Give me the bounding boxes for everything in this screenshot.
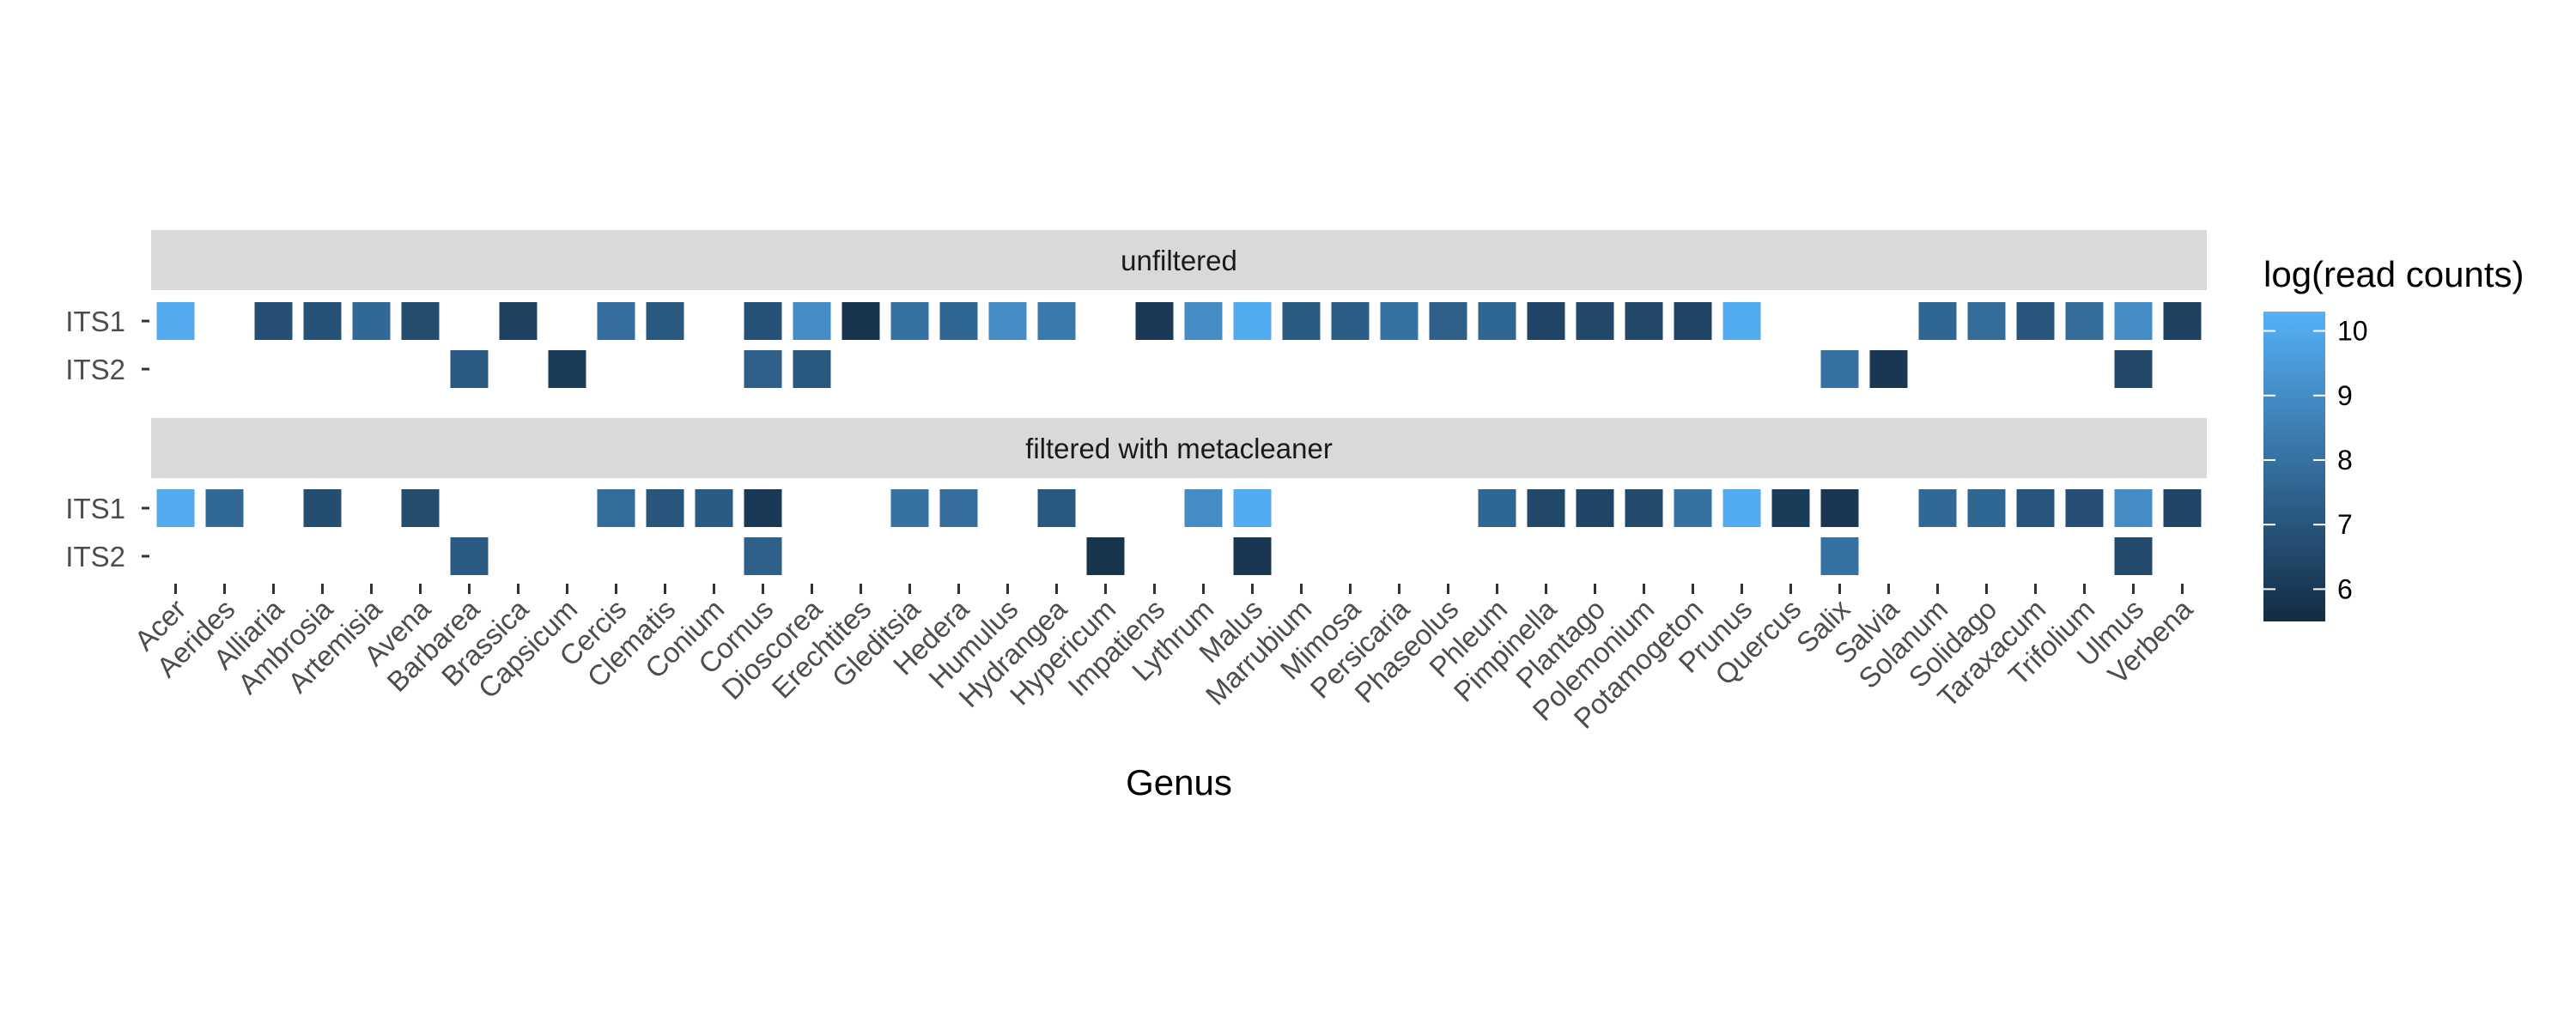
legend-tick-label: 9 — [2337, 380, 2353, 411]
heatmap-cell — [1037, 302, 1076, 340]
heatmap-cell — [352, 302, 391, 340]
heatmap-cell — [1184, 302, 1223, 340]
heatmap-cell — [939, 489, 978, 527]
heatmap-cell — [1967, 302, 2006, 340]
heatmap-cell — [988, 302, 1027, 340]
heatmap-cell — [2163, 489, 2202, 527]
heatmap-cell — [1576, 489, 1614, 527]
heatmap-cell — [1820, 537, 1859, 575]
legend-colorbar — [2263, 312, 2325, 621]
legend-title: log(read counts) — [2263, 254, 2524, 294]
y-tick-label: ITS1 — [65, 493, 125, 524]
heatmap-cell — [2065, 489, 2104, 527]
heatmap-cell — [597, 302, 635, 340]
heatmap-cell — [1184, 489, 1223, 527]
heatmap-cell — [1527, 489, 1565, 527]
heatmap-cell — [939, 302, 978, 340]
heatmap-cell — [2065, 302, 2104, 340]
heatmap-cell — [1282, 302, 1321, 340]
heatmap-cell — [303, 489, 342, 527]
facet-strip — [151, 418, 2207, 478]
heatmap-cell — [1086, 537, 1125, 575]
heatmap-cell — [744, 537, 782, 575]
heatmap-cell — [793, 350, 831, 388]
heatmap-cell — [1037, 489, 1076, 527]
heatmap-cell — [2016, 302, 2055, 340]
heatmap-cell — [1625, 489, 1663, 527]
heatmap-cell — [1233, 489, 1272, 527]
heatmap-cell — [2163, 302, 2202, 340]
heatmap-cell — [2114, 537, 2153, 575]
heatmap-cell — [1478, 489, 1516, 527]
heatmap-cell — [890, 489, 929, 527]
facet-strip-label: unfiltered — [1121, 245, 1237, 276]
x-axis-title: Genus — [1126, 762, 1232, 803]
heatmap-cell — [1233, 537, 1272, 575]
heatmap-cell — [303, 302, 342, 340]
y-tick-label: ITS2 — [65, 541, 125, 573]
panel-2: filtered with metacleaner ITS1 ITS2 — [65, 418, 2207, 575]
heatmap-cell — [646, 489, 684, 527]
heatmap-cell — [450, 537, 489, 575]
heatmap-cell — [744, 302, 782, 340]
panel-1: unfiltered ITS1 ITS2 — [65, 230, 2207, 388]
legend-tick-label: 7 — [2337, 509, 2353, 540]
heatmap-cell — [2114, 302, 2153, 340]
heatmap-cell — [1820, 489, 1859, 527]
heatmap-cell — [548, 350, 586, 388]
y-tick-label: ITS2 — [65, 354, 125, 385]
heatmap-cell — [1429, 302, 1467, 340]
facet-strip-label: filtered with metacleaner — [1025, 433, 1333, 464]
heatmap-cell — [646, 302, 684, 340]
legend-tick-label: 8 — [2337, 445, 2353, 476]
heatmap-cell — [744, 350, 782, 388]
heatmap-cell — [695, 489, 733, 527]
heatmap-cell — [1233, 302, 1272, 340]
heatmap-cell — [1918, 302, 1957, 340]
legend-tick-label: 10 — [2337, 316, 2368, 347]
heatmap-cell — [1722, 302, 1761, 340]
heatmap-cell — [1527, 302, 1565, 340]
heatmap-cell — [1722, 489, 1761, 527]
heatmap-cell — [1820, 350, 1859, 388]
x-axis: AcerAeridesAlliariaAmbrosiaArtemisiaAven… — [128, 584, 2199, 735]
heatmap-cell — [1918, 489, 1957, 527]
heatmap-cell — [450, 350, 489, 388]
heatmap-cell — [401, 302, 440, 340]
heatmap-cell — [1869, 350, 1908, 388]
y-tick-label: ITS1 — [65, 306, 125, 337]
heatmap-cell — [2114, 489, 2153, 527]
heatmap-cell — [254, 302, 293, 340]
heatmap-cell — [744, 489, 782, 527]
heatmap-cell — [841, 302, 880, 340]
heatmap-cell — [1135, 302, 1174, 340]
legend-tick-label: 6 — [2337, 573, 2353, 604]
facet-strip — [151, 230, 2207, 290]
heatmap-cell — [205, 489, 244, 527]
legend: log(read counts) 6 7 8 9 10 — [2263, 254, 2524, 621]
heatmap-cell — [1674, 489, 1712, 527]
heatmap-cell — [1576, 302, 1614, 340]
heatmap-cell — [1674, 302, 1712, 340]
heatmap-cell — [401, 489, 440, 527]
heatmap-cell — [1380, 302, 1419, 340]
heatmap-cell — [156, 489, 195, 527]
heatmap-cell — [1331, 302, 1370, 340]
heatmap-cell — [890, 302, 929, 340]
heatmap-cell — [2016, 489, 2055, 527]
heatmap-cell — [597, 489, 635, 527]
heatmap-cell — [499, 302, 538, 340]
heatmap-cell — [1478, 302, 1516, 340]
heatmap-cell — [1625, 302, 1663, 340]
heatmap-cell — [2114, 350, 2153, 388]
heatmap-cell — [156, 302, 195, 340]
heatmap-cell — [1967, 489, 2006, 527]
heatmap-cell — [1771, 489, 1810, 527]
heatmap-cell — [793, 302, 831, 340]
